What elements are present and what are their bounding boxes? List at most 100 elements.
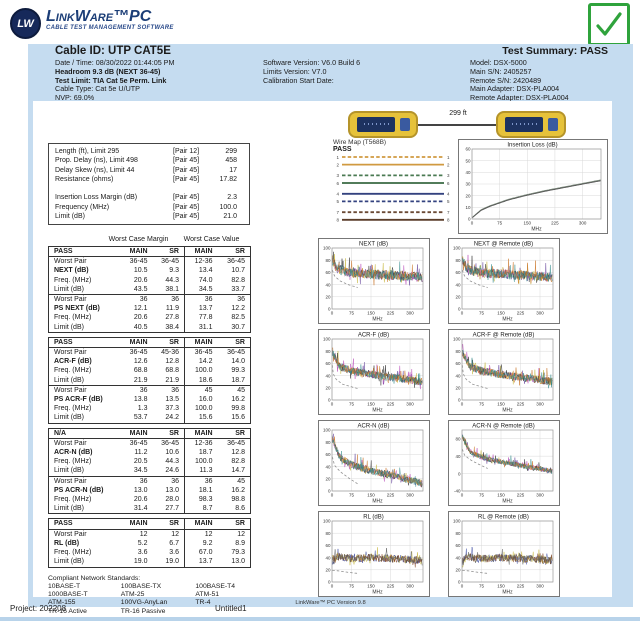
summary-label: Resistance (ohms) <box>55 175 114 183</box>
table-header-row: PASS MAIN SR MAIN SR <box>48 246 251 258</box>
cell-value: 68.8 <box>152 366 185 376</box>
main-tester-device-icon <box>348 111 418 138</box>
svg-text:100: 100 <box>323 428 331 433</box>
cell-value: 13.0 <box>133 486 148 494</box>
cell-value: 28.0 <box>152 495 185 505</box>
cell-value: 36-45 <box>227 258 245 266</box>
cell-value: 99.3 <box>231 367 245 375</box>
column-header: SR <box>152 246 185 258</box>
cell-value: 36 <box>217 294 251 305</box>
svg-text:0: 0 <box>328 398 331 403</box>
table-row: Freq. (MHz) 20.6 27.8 77.8 82.5 <box>49 313 251 323</box>
green-check-icon <box>596 12 622 36</box>
cell-value: 6.7 <box>152 538 185 549</box>
svg-text:60: 60 <box>455 543 461 548</box>
standard-item: 10BASE-T <box>48 582 81 590</box>
svg-text:60: 60 <box>325 543 331 548</box>
svg-text:150: 150 <box>367 402 375 407</box>
column-header: SR <box>217 246 251 258</box>
svg-text:MHz: MHz <box>372 408 383 414</box>
summary-value: 17 <box>229 166 237 174</box>
column-header: MAIN <box>184 428 218 439</box>
svg-text:60: 60 <box>455 270 461 275</box>
svg-text:6: 6 <box>336 181 339 186</box>
summary-row: Insertion Loss Margin (dB) [Pair 45] 2.3 <box>49 193 249 202</box>
svg-text:0: 0 <box>458 307 461 312</box>
cell-value: 45 <box>217 384 251 396</box>
summary-pair: [Pair 45] <box>173 203 200 211</box>
cell-value: 37.3 <box>152 404 185 414</box>
cell-value: 12 <box>139 530 148 538</box>
cable-id-title: Cable ID: UTP CAT5E <box>55 45 171 57</box>
cell-value: 33.7 <box>231 285 245 293</box>
trace-pair-45 <box>332 552 423 568</box>
acr-n-remote-chart: ACR-N @ Remote (dB) -40 0 40 80 0 75 150 225 300 M… <box>448 420 560 506</box>
table-row: Freq. (MHz) 68.8 68.8 100.0 99.3 <box>49 366 251 376</box>
standards-columns: 10BASE-T 1000BASE-T ATM-155 TR-16 Active 100… <box>48 583 250 617</box>
svg-text:2: 2 <box>447 162 450 167</box>
summary-pair: [Pair 45] <box>173 194 200 202</box>
row-label: Freq. (MHz) <box>54 367 92 375</box>
worst-case-table-1: PASS MAIN SR MAIN SR Worst Pair 36-45 45-36 36-4… <box>48 336 251 424</box>
svg-text:0: 0 <box>458 471 461 476</box>
cell-value: 18.6 <box>198 376 213 384</box>
svg-text:20: 20 <box>455 295 461 300</box>
pass-checkmark-icon <box>588 3 630 46</box>
table-row: Worst Pair 36 36 45 45 <box>48 384 251 396</box>
cell-value: 16.2 <box>231 486 245 494</box>
table-row: PS NEXT (dB) 12.1 11.9 13.7 12.2 <box>49 304 251 314</box>
svg-text:75: 75 <box>349 402 355 407</box>
cell-value: 45-36 <box>152 347 185 358</box>
standard-item: TR-16 Active <box>48 607 87 615</box>
wiremap-title: Wire Map (T568B) <box>333 139 387 146</box>
row-label: Limit (dB) <box>54 323 84 331</box>
svg-text:40: 40 <box>455 454 461 459</box>
svg-text:7: 7 <box>336 210 339 215</box>
svg-text:50: 50 <box>465 158 471 163</box>
cell-value: 12-36 <box>194 439 213 447</box>
cell-value: 38.1 <box>152 284 185 295</box>
svg-text:MHz: MHz <box>531 227 542 233</box>
table-header-row: PASS MAIN SR MAIN SR <box>48 337 251 349</box>
svg-text:75: 75 <box>479 402 485 407</box>
cable-link-line <box>418 124 498 126</box>
status-cell: PASS <box>48 246 121 258</box>
summary-value: 100.0 <box>219 203 237 211</box>
svg-text:20: 20 <box>325 477 331 482</box>
svg-text:1: 1 <box>336 155 339 160</box>
cell-value: 13.8 <box>133 396 148 404</box>
summary-value <box>211 184 249 193</box>
summary-pair: [Pair 45] <box>173 157 200 165</box>
svg-text:0: 0 <box>461 584 464 589</box>
header-right-block: Model: DSX-5000 Main S/N: 2405257 Remote… <box>470 58 569 103</box>
series-line <box>472 179 601 218</box>
row-label: PS ACR-N (dB) <box>54 486 104 494</box>
svg-text:150: 150 <box>367 493 375 498</box>
cell-value: 67.0 <box>198 549 213 557</box>
cell-value: 13.5 <box>152 395 185 405</box>
column-header: SR <box>152 518 185 530</box>
worst-case-table-2: N/A MAIN SR MAIN SR Worst Pair 36-45 36-45 12-36… <box>48 427 251 515</box>
rl-chart: RL (dB) 0 20 40 60 80 100 0 75 150 225 300 MHz <box>318 511 430 597</box>
cell-value: 36 <box>184 294 218 305</box>
summary-label: Insertion Loss Margin (dB) <box>55 194 138 202</box>
chart-svg-rl: RL (dB) 0 20 40 60 80 100 0 75 150 225 300 MHz <box>323 515 424 596</box>
svg-text:2: 2 <box>336 162 339 167</box>
table-row: Worst Pair 12 12 12 12 <box>49 529 251 539</box>
svg-text:10: 10 <box>465 205 471 210</box>
table-row: ACR-F (dB) 12.6 12.8 14.2 14.0 <box>49 357 251 367</box>
cell-value: 8.6 <box>235 505 245 513</box>
cell-value: 36-45 <box>194 349 213 357</box>
svg-text:40: 40 <box>325 555 331 560</box>
table-row: Limit (dB) 19.0 19.0 13.7 13.0 <box>49 557 251 567</box>
standard-item: 100BASE-T4 <box>195 582 236 590</box>
summary-pair <box>173 184 211 193</box>
header-middle-block: Software Version: V6.0 Build 6 Limits Ve… <box>263 58 360 85</box>
row-label: Worst Pair <box>54 349 87 357</box>
row-label: Freq. (MHz) <box>54 276 92 284</box>
svg-text:0: 0 <box>328 489 331 494</box>
cell-value: 45 <box>184 384 218 396</box>
summary-row: Delay Skew (ns), Limit 44 [Pair 45] 17 <box>49 166 249 175</box>
cell-value: 38.4 <box>152 322 185 333</box>
svg-text:300: 300 <box>406 311 414 316</box>
